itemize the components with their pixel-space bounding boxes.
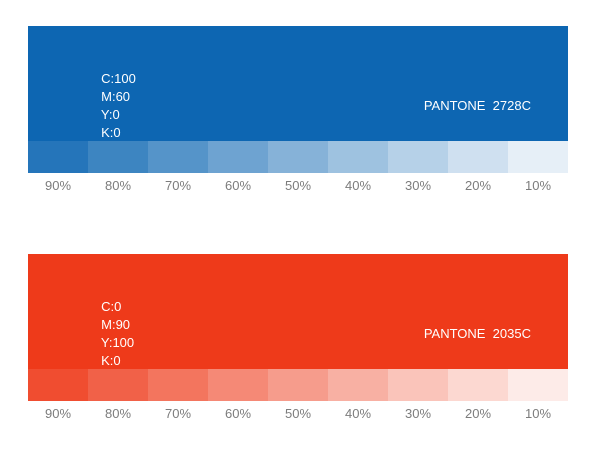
tint-cell-70 [148,141,208,173]
tint-cell-40 [328,369,388,401]
tint-labels: 90% 80% 70% 60% 50% 40% 30% 20% 10% [28,179,568,193]
tint-label-20: 20% [464,178,492,193]
panel-row-bottom: R:255 G:66 B:0 # e8380d [65,412,531,458]
color-panel-blue: C:100 M:60 Y:0 K:0 PANTONE 2728C R:0 G:6… [28,26,568,254]
panel-row-bottom: R:0 G:66 B:255 # 004ea2 [65,184,531,274]
tint-label-60: 60% [224,178,252,193]
tint-cell-80 [88,369,148,401]
tint-label-80: 80% [104,178,132,193]
cmyk-y-value: Y:100 [100,335,135,350]
pantone-name: PANTONE 2728C [423,98,531,113]
hex-value: # 004ea2 [476,221,531,236]
rgb-g-value: G:66 [101,221,130,236]
rgb-g-value: G:66 [101,449,130,458]
color-panel-red: C:0 M:90 Y:100 K:0 PANTONE 2035C R:255 G… [28,254,568,458]
tint-cell-30 [388,369,448,401]
pantone-swatch-red: C:0 M:90 Y:100 K:0 PANTONE 2035C R:255 G… [28,193,568,458]
rgb-b-value: B:255 [101,239,136,254]
tint-label-30: 30% [404,406,432,421]
cmyk-c-value: C:100 [101,71,136,86]
cmyk-y-value: Y:0 [100,107,120,122]
tint-label-30: 30% [404,178,432,193]
tint-cell-30 [388,141,448,173]
cmyk-m-value: M:90 [101,317,131,332]
tint-strip [28,369,568,401]
tint-label-10: 10% [524,178,552,193]
tint-cell-20 [448,369,508,401]
panel-row-top: C:0 M:90 Y:100 K:0 PANTONE 2035C [65,280,531,388]
tint-cell-10 [508,141,568,173]
rgb-r-value: R:0 [101,203,122,218]
tint-strip [28,141,568,173]
pantone-swatch-blue: C:100 M:60 Y:0 K:0 PANTONE 2728C R:0 G:6… [28,0,568,254]
tint-label-70: 70% [164,178,192,193]
tint-cell-20 [448,141,508,173]
tint-cell-90 [28,369,88,401]
tint-cell-50 [268,141,328,173]
rgb-values: R:255 G:66 B:0 [65,412,153,458]
tint-cell-60 [208,369,268,401]
tint-label-80: 80% [104,406,132,421]
tint-label-90: 90% [44,178,72,193]
cmyk-values: C:0 M:90 Y:100 K:0 [65,280,151,388]
tint-label-50: 50% [284,406,312,421]
tint-label-20: 20% [464,406,492,421]
cmyk-m-value: M:60 [101,89,131,104]
tint-label-60: 60% [224,406,252,421]
tint-cell-60 [208,141,268,173]
cmyk-values: C:100 M:60 Y:0 K:0 [65,52,153,160]
tint-label-90: 90% [44,406,72,421]
cmyk-c-value: C:0 [101,299,122,314]
tint-cell-40 [328,141,388,173]
tint-label-40: 40% [344,178,372,193]
cmyk-k-value: K:0 [101,353,121,368]
tint-label-10: 10% [524,406,552,421]
pantone-name: PANTONE 2035C [423,326,531,341]
tint-cell-70 [148,369,208,401]
tint-cell-10 [508,369,568,401]
hex-value: # e8380d [476,449,531,458]
rgb-r-value: R:255 [101,431,136,446]
tint-labels: 90% 80% 70% 60% 50% 40% 30% 20% 10% [28,407,568,421]
tint-label-50: 50% [284,178,312,193]
tint-cell-50 [268,369,328,401]
tint-label-70: 70% [164,406,192,421]
tint-cell-80 [88,141,148,173]
tint-label-40: 40% [344,406,372,421]
tint-cell-90 [28,141,88,173]
cmyk-k-value: K:0 [101,125,121,140]
panel-row-top: C:100 M:60 Y:0 K:0 PANTONE 2728C [65,52,531,160]
rgb-values: R:0 G:66 B:255 [65,184,146,274]
